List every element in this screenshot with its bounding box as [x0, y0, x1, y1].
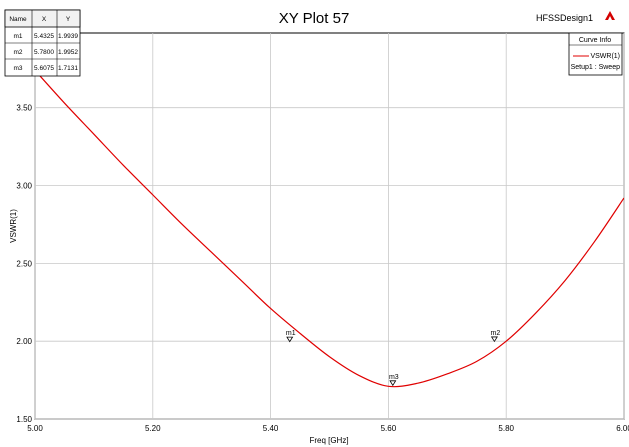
marker-m2-label: m2 [491, 330, 501, 337]
x-tick-label: 6.00 [616, 424, 629, 433]
y-tick-label: 2.50 [16, 259, 32, 268]
x-tick-label: 5.80 [498, 424, 514, 433]
y-axis-label: VSWR(1) [9, 209, 18, 243]
marker-m2-triangle [490, 336, 498, 343]
table-row-m1-name: m1 [13, 33, 22, 40]
table-header-y: Y [66, 16, 71, 23]
table-row-m2-y: 1.9952 [58, 49, 78, 56]
ansoft-logo-icon [605, 11, 615, 20]
table-row-m1-x: 5.4325 [34, 33, 54, 40]
series-group [35, 69, 624, 388]
grid [34, 33, 625, 420]
legend-header: Curve Info [579, 37, 611, 44]
table-row-m3-x: 5.6075 [34, 65, 54, 72]
table-row-m3-name: m3 [13, 65, 22, 72]
legend-sub-entry: Setup1 : Sweep [571, 64, 621, 71]
x-tick-label: 5.20 [145, 424, 161, 433]
marker-m1-triangle [286, 336, 294, 343]
table-row-m1-y: 1.9939 [58, 33, 78, 40]
legend-entry: VSWR(1) [590, 53, 620, 60]
marker-group: m1 m2 m3 [286, 330, 501, 387]
y-tick-label: 3.00 [16, 182, 32, 191]
x-tick-label: 5.00 [27, 424, 43, 433]
marker-m3-triangle [389, 380, 397, 387]
design-name: HFSSDesign1 [536, 13, 593, 23]
table-row-m2-name: m2 [13, 49, 22, 56]
plot-area [34, 32, 625, 420]
x-tick-label: 5.40 [263, 424, 279, 433]
marker-m1-label: m1 [286, 330, 296, 337]
table-header-name: Name [9, 16, 27, 23]
series-line-vswr [35, 69, 624, 388]
y-tick-label: 1.50 [16, 415, 32, 424]
marker-table: Name X Y m1 5.4325 1.9939 m2 5.7800 1.99… [4, 9, 81, 77]
table-header-x: X [42, 16, 47, 23]
table-row-m3-y: 1.7131 [58, 65, 78, 72]
y-tick-label: 2.00 [16, 337, 32, 346]
x-axis-label: Freq [GHz] [309, 436, 348, 445]
marker-m3-label: m3 [389, 374, 399, 381]
legend: Curve Info VSWR(1) Setup1 : Sweep [568, 32, 623, 76]
table-row-m2-x: 5.7800 [34, 49, 54, 56]
chart-title: XY Plot 57 [279, 10, 350, 27]
x-tick-label: 5.60 [381, 424, 397, 433]
y-tick-label: 3.50 [16, 104, 32, 113]
tick-labels: 5.00 5.20 5.40 5.60 5.80 6.00 1.50 2.00 2.50 3.00… [16, 104, 629, 433]
